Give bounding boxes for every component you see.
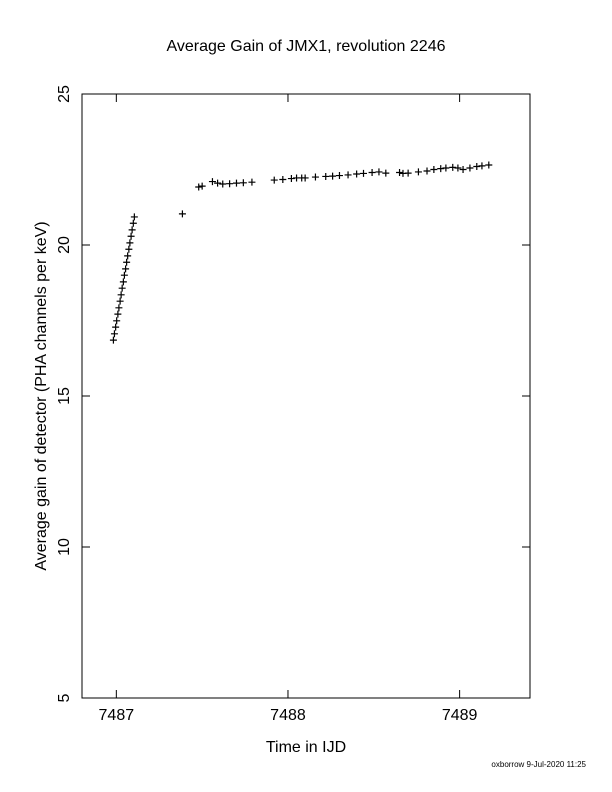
data-point [466, 164, 474, 172]
data-point [112, 323, 120, 331]
data-point [454, 164, 462, 172]
data-point [287, 175, 295, 183]
data-point [116, 297, 124, 305]
data-point [478, 162, 486, 170]
data-point [449, 163, 457, 171]
data-point [124, 252, 132, 260]
data-point [122, 265, 130, 273]
y-tick-label: 15 [56, 387, 73, 405]
data-point [119, 278, 127, 286]
data-point [198, 182, 206, 190]
data-point [375, 168, 383, 176]
data-point [335, 172, 343, 180]
data-point [128, 226, 136, 234]
data-point [322, 172, 330, 180]
data-point [329, 172, 337, 180]
data-point [117, 291, 125, 299]
data-point [195, 183, 203, 191]
data-point [226, 180, 234, 188]
data-point [129, 219, 137, 227]
data-point [485, 161, 493, 169]
data-point [360, 169, 368, 177]
data-point [311, 173, 319, 181]
data-point [430, 166, 438, 173]
y-axis-label: Average gain of detector (PHA channels p… [33, 221, 50, 570]
data-point [219, 180, 227, 188]
data-point [423, 167, 431, 175]
data-point [442, 164, 450, 172]
footer: oxborrow 9-Jul-2020 11:25 [491, 760, 586, 769]
data-point [178, 210, 186, 218]
data-point [353, 170, 361, 178]
data-point [344, 171, 352, 179]
chart-title: Average Gain of JMX1, revolution 2246 [167, 38, 446, 55]
data-point [208, 178, 216, 186]
data-point [279, 175, 287, 183]
data-point [437, 165, 445, 173]
data-point [110, 330, 118, 338]
data-point [382, 169, 390, 177]
data-point [127, 232, 135, 240]
data-point [126, 239, 134, 247]
data-point [473, 162, 481, 170]
x-axis-label: Time in IJD [266, 739, 346, 756]
data-point [248, 178, 256, 186]
plot-frame [81, 93, 531, 699]
y-tick-label: 20 [56, 236, 73, 254]
data-point [113, 317, 121, 325]
data-point [368, 169, 376, 177]
data-point [404, 169, 412, 177]
data-point [396, 169, 404, 177]
data-point [120, 271, 128, 279]
x-tick-label: 7489 [442, 707, 478, 724]
data-point [125, 245, 133, 253]
data-point [130, 213, 138, 221]
data-point [232, 179, 240, 187]
data-point [114, 310, 122, 318]
data-point [414, 168, 422, 176]
data-point [214, 179, 222, 187]
x-tick-label: 7488 [270, 707, 306, 724]
data-point [115, 304, 123, 312]
data-point [118, 284, 126, 292]
data-point [270, 176, 278, 184]
data-point [301, 174, 309, 182]
y-tick-label: 25 [56, 85, 73, 103]
data-point [239, 179, 247, 187]
data-point [123, 258, 131, 266]
data-point [459, 166, 467, 173]
y-tick-label: 5 [56, 693, 73, 702]
x-tick-label: 7487 [99, 707, 135, 724]
y-tick-label: 10 [56, 538, 73, 556]
data-point [109, 336, 117, 344]
